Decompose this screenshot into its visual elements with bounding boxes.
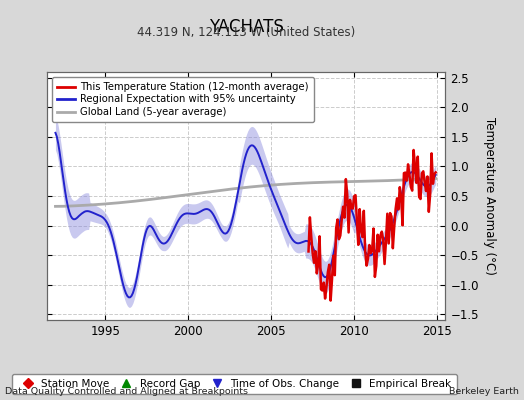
Text: Berkeley Earth: Berkeley Earth (449, 387, 519, 396)
Text: 44.319 N, 124.113 W (United States): 44.319 N, 124.113 W (United States) (137, 26, 355, 39)
Text: YACHATS: YACHATS (209, 18, 283, 36)
Y-axis label: Temperature Anomaly (°C): Temperature Anomaly (°C) (483, 117, 496, 275)
Legend: Station Move, Record Gap, Time of Obs. Change, Empirical Break: Station Move, Record Gap, Time of Obs. C… (12, 374, 457, 394)
Text: Data Quality Controlled and Aligned at Breakpoints: Data Quality Controlled and Aligned at B… (5, 387, 248, 396)
